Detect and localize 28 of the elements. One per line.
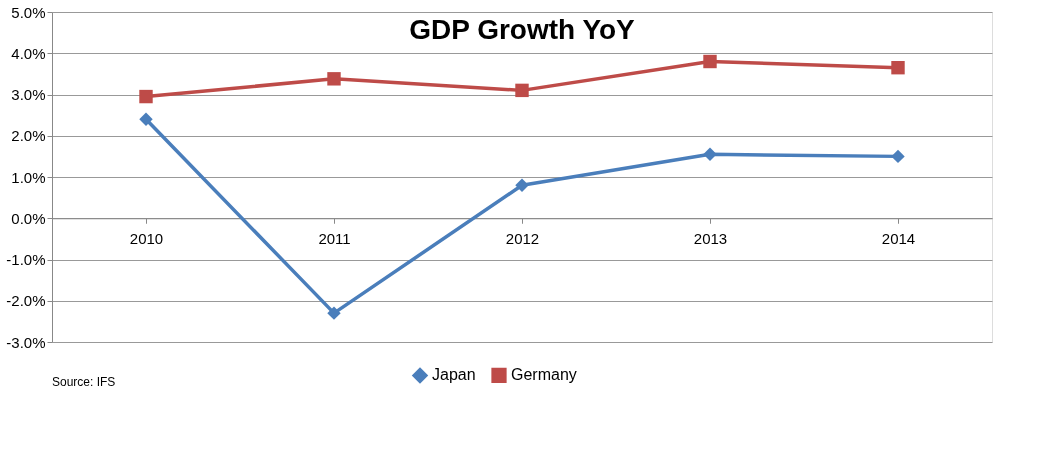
y-tick-label: 0.0% bbox=[11, 209, 46, 227]
y-tick-label: 2.0% bbox=[11, 127, 46, 145]
x-tick-label: 2013 bbox=[693, 229, 728, 247]
source-note: Source: IFS bbox=[52, 375, 116, 389]
point bbox=[703, 147, 717, 162]
y-tick-label: 4.0% bbox=[11, 44, 46, 62]
y-tick-label: 5.0% bbox=[11, 3, 46, 21]
point bbox=[139, 112, 153, 126]
point bbox=[891, 149, 905, 164]
y-tick-label: 3.0% bbox=[11, 86, 46, 103]
x-tick-label: 2014 bbox=[881, 229, 916, 247]
legend-label: Japan bbox=[432, 366, 476, 384]
y-tick-label: 1.0% bbox=[11, 168, 46, 186]
legend-label: Germany bbox=[511, 366, 577, 384]
point bbox=[327, 72, 341, 86]
y-tick-label: -3.0% bbox=[6, 333, 46, 351]
point bbox=[703, 54, 717, 69]
y-tick-label: -2.0% bbox=[6, 292, 46, 310]
point bbox=[515, 83, 529, 98]
point bbox=[891, 60, 905, 75]
point bbox=[327, 306, 341, 320]
y-tick-label: -1.0% bbox=[6, 251, 46, 268]
x-tick-label: 2012 bbox=[505, 229, 540, 247]
chart-title: GDP Growth YoY bbox=[409, 14, 636, 45]
x-tick-label: 2011 bbox=[318, 229, 351, 247]
point bbox=[139, 89, 153, 104]
x-tick-label: 2010 bbox=[129, 229, 164, 247]
point bbox=[515, 178, 529, 192]
